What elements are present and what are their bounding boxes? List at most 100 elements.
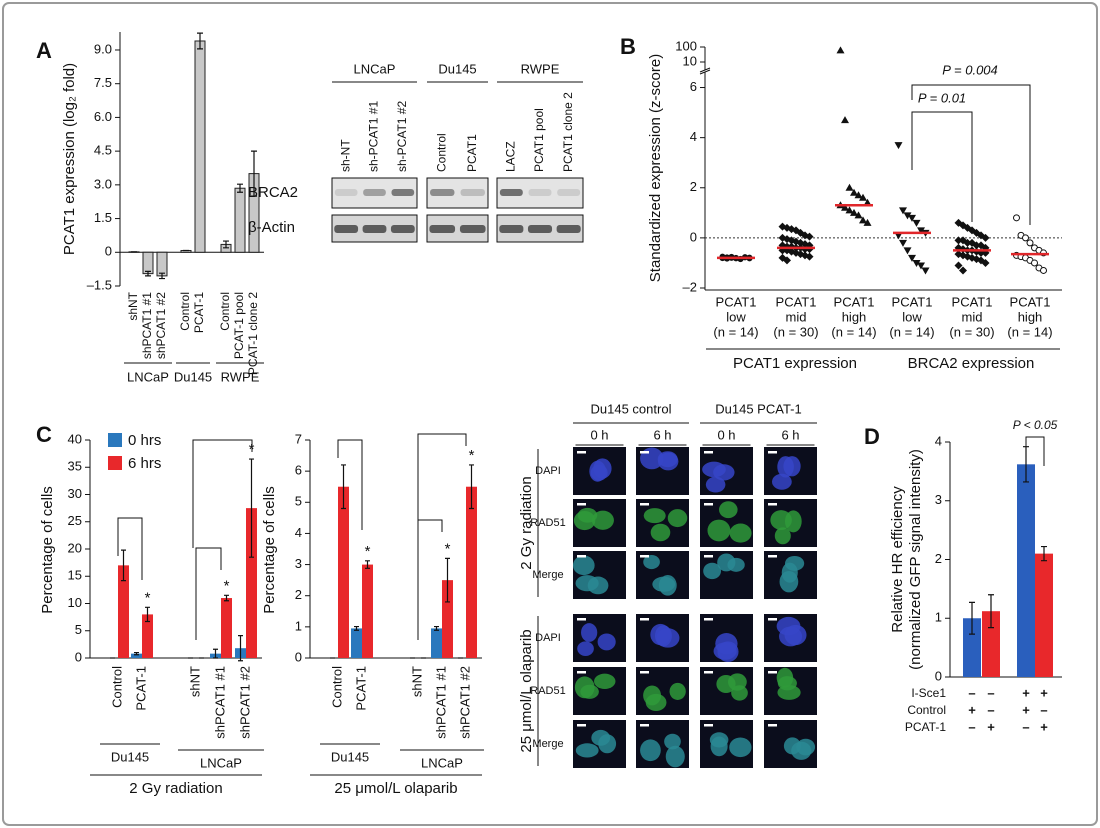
bar <box>442 580 453 658</box>
y-axis-label: Standardized expression (z-score) <box>647 54 664 282</box>
cell <box>669 682 686 700</box>
condition-mark: – <box>1040 702 1047 717</box>
x-axis-label: 2 Gy radiation <box>129 780 222 797</box>
cell <box>777 456 794 478</box>
point <box>854 191 863 199</box>
bar <box>142 251 154 275</box>
y-axis-label: Percentage of cells <box>39 486 56 614</box>
panel-label: D <box>864 424 880 449</box>
blot-band <box>362 225 387 233</box>
blot-band <box>528 189 552 196</box>
bar <box>351 628 362 658</box>
error-bar <box>224 594 229 602</box>
blot-lane-label: PCAT1 <box>465 134 479 172</box>
annotation: * <box>445 540 451 557</box>
blot-band <box>499 225 524 233</box>
annotation: * <box>249 441 255 458</box>
group-label: PCAT1 expression <box>733 355 857 372</box>
point <box>954 236 963 245</box>
x-tick-label: (n = 14) <box>1007 324 1052 339</box>
condition-mark: + <box>1022 702 1030 717</box>
y-tick-label: 7 <box>295 431 302 446</box>
point <box>1022 234 1029 242</box>
x-tick-label: PCAT-1 <box>192 292 206 333</box>
x-tick-label: PCAT1 <box>952 294 993 309</box>
scale-bar <box>640 555 649 558</box>
cell <box>581 623 598 642</box>
cell <box>664 733 681 750</box>
annotation: * <box>224 577 230 594</box>
y-tick-label: 7.5 <box>94 75 112 90</box>
point <box>954 261 963 270</box>
group-label: RWPE <box>221 369 260 384</box>
legend-swatch <box>108 433 122 447</box>
blot-lane-label: PCAT1 pool <box>532 108 546 172</box>
error-bar <box>238 635 243 662</box>
panel-label: C <box>36 422 52 447</box>
scale-bar <box>640 724 649 727</box>
condition-mark: + <box>1040 719 1048 734</box>
cell <box>591 510 614 530</box>
point <box>859 193 867 201</box>
x-tick-label: mid <box>962 309 983 324</box>
cell <box>729 523 752 543</box>
error-bar <box>145 606 150 623</box>
x-tick-label: PCAT-1 pool <box>232 292 246 359</box>
cell <box>652 576 676 592</box>
blot-lane-label: Control <box>434 133 448 172</box>
legend-label: 0 hrs <box>128 432 161 449</box>
group-label: LNCaP <box>127 369 169 384</box>
error-bar <box>1041 545 1047 562</box>
time-label: 6 h <box>781 427 799 442</box>
error-bar <box>445 557 450 603</box>
point <box>981 233 990 242</box>
x-tick-label: shNT <box>187 666 202 697</box>
cell <box>777 676 797 691</box>
group-label: Du145 <box>174 369 212 384</box>
point <box>908 254 916 262</box>
x-tick-label: Control <box>218 292 232 331</box>
y-tick-label: 9.0 <box>94 41 112 56</box>
condition-label: Control <box>907 703 946 717</box>
bar <box>982 611 1000 677</box>
x-tick-label: Control <box>178 292 192 331</box>
x-tick-label: PCAT-1 <box>133 666 148 711</box>
row-label: RAD51 <box>530 517 565 529</box>
point <box>903 212 912 220</box>
condition-mark: + <box>968 702 976 717</box>
cell <box>665 745 685 768</box>
y-axis-label: Percentage of cells <box>261 486 278 614</box>
column-header: Du145 PCAT-1 <box>715 401 801 416</box>
y-tick-label: 1 <box>935 610 942 625</box>
error-bar <box>341 464 346 510</box>
x-tick-label: shPCAT1 #1 <box>140 292 154 359</box>
y-tick-label: 4 <box>690 129 697 144</box>
blot-image <box>331 177 418 209</box>
x-tick-label: PCAT1 <box>776 294 817 309</box>
blot-band <box>557 189 581 196</box>
condition-label: I-Sce1 <box>911 686 946 700</box>
x-tick-label: PCAT-1 clone 2 <box>246 292 260 375</box>
error-bar <box>434 625 439 631</box>
cell <box>593 458 612 479</box>
bar <box>338 486 349 658</box>
cell <box>594 673 616 689</box>
x-tick-label: (n = 30) <box>949 324 994 339</box>
y-tick-label: 40 <box>68 431 82 446</box>
y-tick-label: 5 <box>295 494 302 509</box>
cell <box>705 476 726 493</box>
y-tick-label: 0 <box>105 244 112 259</box>
point <box>894 142 903 150</box>
blot-band <box>430 189 455 196</box>
significance-bracket <box>417 519 443 640</box>
significance-bracket <box>192 439 253 548</box>
bar <box>118 565 129 658</box>
cell <box>727 557 745 572</box>
error-bar <box>223 240 229 249</box>
cell <box>573 510 596 531</box>
scale-bar <box>704 671 713 674</box>
blot-band <box>334 189 358 196</box>
y-axis-label: Relative HR efficiency <box>889 486 906 633</box>
y-tick-label: 4.5 <box>94 143 112 158</box>
